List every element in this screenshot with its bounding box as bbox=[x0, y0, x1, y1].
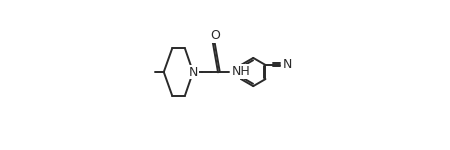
Text: O: O bbox=[210, 29, 220, 42]
Text: N: N bbox=[282, 58, 292, 71]
Text: NH: NH bbox=[232, 65, 251, 78]
Text: N: N bbox=[189, 66, 198, 79]
